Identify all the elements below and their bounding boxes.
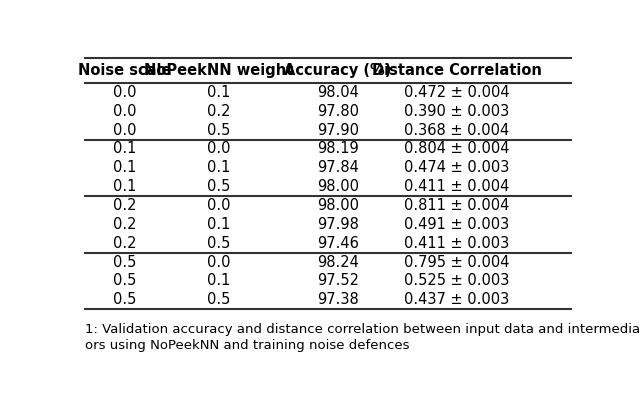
Text: 0.1: 0.1 <box>207 217 230 232</box>
Text: ors using NoPeekNN and training noise defences: ors using NoPeekNN and training noise de… <box>85 339 410 352</box>
Text: 0.5: 0.5 <box>207 179 230 194</box>
Text: 97.52: 97.52 <box>317 273 359 288</box>
Text: 0.811 ± 0.004: 0.811 ± 0.004 <box>404 198 509 213</box>
Text: 1: Validation accuracy and distance correlation between input data and intermedi: 1: Validation accuracy and distance corr… <box>85 323 640 336</box>
Text: 0.2: 0.2 <box>113 217 136 232</box>
Text: 0.5: 0.5 <box>207 122 230 137</box>
Text: Noise scale: Noise scale <box>78 63 172 78</box>
Text: 0.472 ± 0.004: 0.472 ± 0.004 <box>404 85 510 100</box>
Text: 98.19: 98.19 <box>317 141 359 156</box>
Text: 0.2: 0.2 <box>113 236 136 251</box>
Text: 0.390 ± 0.003: 0.390 ± 0.003 <box>404 104 509 119</box>
Text: 0.474 ± 0.003: 0.474 ± 0.003 <box>404 160 509 175</box>
Text: 0.0: 0.0 <box>207 255 230 270</box>
Text: 0.5: 0.5 <box>207 292 230 307</box>
Text: 97.84: 97.84 <box>317 160 359 175</box>
Text: 0.1: 0.1 <box>113 141 136 156</box>
Text: 0.0: 0.0 <box>113 122 136 137</box>
Text: 0.804 ± 0.004: 0.804 ± 0.004 <box>404 141 509 156</box>
Text: 0.1: 0.1 <box>207 85 230 100</box>
Text: 0.1: 0.1 <box>113 179 136 194</box>
Text: NoPeekNN weight: NoPeekNN weight <box>144 63 294 78</box>
Text: 0.0: 0.0 <box>207 141 230 156</box>
Text: 0.5: 0.5 <box>113 255 136 270</box>
Text: 0.5: 0.5 <box>113 273 136 288</box>
Text: 0.525 ± 0.003: 0.525 ± 0.003 <box>404 273 509 288</box>
Text: 0.5: 0.5 <box>113 292 136 307</box>
Text: 97.46: 97.46 <box>317 236 359 251</box>
Text: 0.437 ± 0.003: 0.437 ± 0.003 <box>404 292 509 307</box>
Text: 0.0: 0.0 <box>113 104 136 119</box>
Text: Accuracy (%): Accuracy (%) <box>284 63 392 78</box>
Text: 98.24: 98.24 <box>317 255 359 270</box>
Text: 98.00: 98.00 <box>317 198 359 213</box>
Text: 97.98: 97.98 <box>317 217 359 232</box>
Text: 0.2: 0.2 <box>207 104 230 119</box>
Text: 0.2: 0.2 <box>113 198 136 213</box>
Text: 97.80: 97.80 <box>317 104 359 119</box>
Text: 0.1: 0.1 <box>113 160 136 175</box>
Text: 0.795 ± 0.004: 0.795 ± 0.004 <box>404 255 509 270</box>
Text: 0.0: 0.0 <box>207 198 230 213</box>
Text: 0.491 ± 0.003: 0.491 ± 0.003 <box>404 217 509 232</box>
Text: 0.411 ± 0.004: 0.411 ± 0.004 <box>404 179 509 194</box>
Text: 0.5: 0.5 <box>207 236 230 251</box>
Text: 0.1: 0.1 <box>207 273 230 288</box>
Text: 97.90: 97.90 <box>317 122 359 137</box>
Text: 0.0: 0.0 <box>113 85 136 100</box>
Text: 98.00: 98.00 <box>317 179 359 194</box>
Text: 0.411 ± 0.003: 0.411 ± 0.003 <box>404 236 509 251</box>
Text: 0.368 ± 0.004: 0.368 ± 0.004 <box>404 122 509 137</box>
Text: 0.1: 0.1 <box>207 160 230 175</box>
Text: Distance Correlation: Distance Correlation <box>372 63 542 78</box>
Text: 98.04: 98.04 <box>317 85 359 100</box>
Text: 97.38: 97.38 <box>317 292 359 307</box>
